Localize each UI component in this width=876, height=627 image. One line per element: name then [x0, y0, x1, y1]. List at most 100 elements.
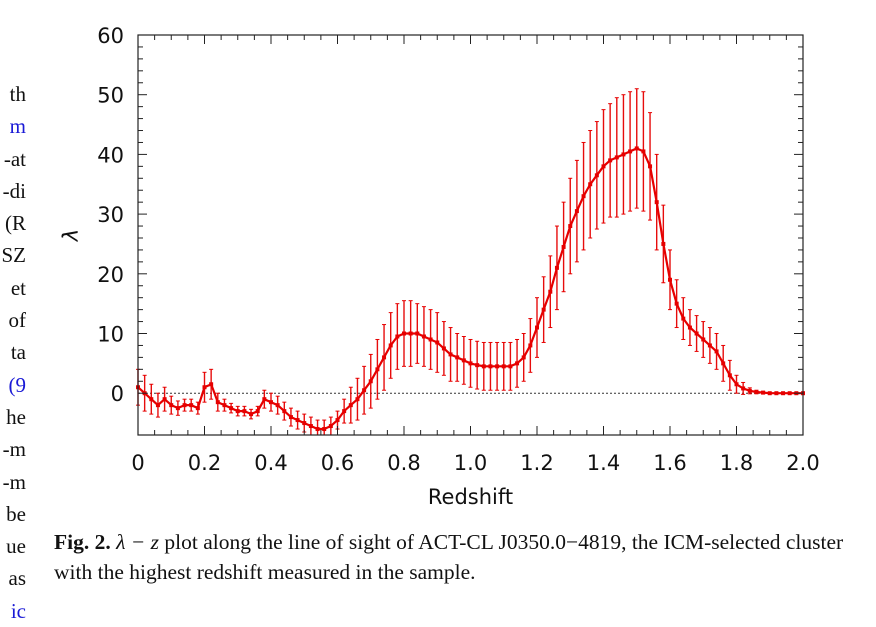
data-point: [781, 391, 786, 396]
data-point: [382, 355, 387, 360]
data-point: [468, 361, 473, 366]
data-point: [488, 364, 493, 369]
data-point: [528, 343, 533, 348]
data-point: [175, 406, 180, 411]
data-point: [189, 403, 194, 408]
data-point: [495, 364, 500, 369]
data-point: [648, 164, 653, 169]
left-text-line[interactable]: ic: [10, 598, 26, 623]
data-point: [741, 386, 746, 391]
x-tick-label: 1.2: [520, 451, 553, 475]
y-tick-label: 40: [97, 143, 124, 167]
left-text-line: R): [4, 211, 26, 236]
data-point: [754, 390, 759, 395]
data-point: [594, 173, 599, 178]
left-text-line: he: [6, 404, 26, 429]
data-point: [548, 289, 553, 294]
data-point: [694, 331, 699, 336]
data-point: [408, 331, 413, 336]
data-point: [222, 403, 227, 408]
data-point: [215, 400, 220, 405]
data-point: [402, 331, 406, 336]
data-point: [249, 412, 254, 417]
data-point: [308, 424, 313, 429]
caption-label: Fig. 2.: [54, 530, 111, 554]
x-tick-label: 0.8: [387, 451, 420, 475]
left-text-line: th: [9, 82, 26, 106]
data-point: [641, 149, 646, 154]
data-point: [162, 397, 167, 402]
data-point: [508, 364, 513, 369]
data-point: [302, 421, 307, 426]
left-text-line: of: [8, 308, 27, 333]
data-point: [515, 361, 520, 366]
data-point: [441, 346, 446, 351]
left-text-line: et: [10, 275, 26, 300]
data-point: [322, 427, 327, 432]
left-text-line: at-: [3, 146, 26, 171]
data-point: [255, 409, 260, 414]
data-point: [747, 388, 752, 393]
y-tick-label: 10: [97, 323, 124, 347]
x-tick-label: 0.6: [321, 451, 354, 475]
data-point: [554, 265, 559, 270]
data-point: [535, 325, 539, 330]
y-axis-title: λ: [59, 229, 83, 242]
data-point: [202, 385, 207, 390]
y-tick-label: 0: [111, 382, 124, 406]
axis-ticks: [137, 34, 804, 435]
data-point: [681, 316, 686, 321]
data-point: [687, 325, 692, 330]
left-text-line[interactable]: 9): [8, 372, 27, 397]
figure-caption: Fig. 2. λ − z plot along the line of sig…: [54, 527, 854, 587]
data-point: [707, 343, 712, 348]
data-point: [634, 146, 639, 151]
data-point: [628, 149, 633, 154]
data-point: [774, 391, 779, 396]
x-axis-title: Redshift: [428, 485, 513, 509]
data-point: [182, 403, 187, 408]
data-point: [368, 379, 373, 384]
data-point: [149, 397, 154, 402]
data-point: [209, 382, 214, 387]
data-point: [235, 409, 240, 414]
left-text-line: di-: [2, 178, 26, 203]
data-point: [428, 337, 433, 342]
data-point: [169, 403, 174, 408]
x-tick-label: 0: [131, 451, 144, 475]
data-point: [734, 382, 739, 387]
data-point: [448, 352, 453, 357]
data-point: [701, 337, 706, 342]
data-point: [455, 355, 460, 360]
x-tick-label: 1.4: [587, 451, 620, 475]
left-text-line: SZ: [1, 243, 26, 268]
data-point: [348, 403, 353, 408]
lambda-redshift-chart: 0 0.2 0.4 0.6 0.8 1.0 1.2 1.4 1.6 1.8 2.0 0 10 20 30 4…: [59, 24, 820, 509]
data-point: [415, 331, 420, 336]
data-point: [475, 363, 480, 368]
data-points: [136, 146, 805, 432]
data-point: [674, 301, 679, 306]
data-point: [195, 406, 200, 411]
data-point: [727, 373, 732, 378]
x-tick-label: 0.2: [188, 451, 221, 475]
y-tick-labels: 0 10 20 30 40 50 60: [97, 24, 124, 406]
data-point: [315, 427, 320, 432]
x-tick-label: 2.0: [786, 451, 819, 475]
data-point: [654, 200, 659, 205]
data-point: [282, 409, 287, 414]
y-tick-label: 60: [97, 24, 124, 48]
x-tick-labels: 0 0.2 0.4 0.6 0.8 1.0 1.2 1.4 1.6 1.8 2.0: [131, 451, 819, 475]
data-point: [269, 400, 273, 405]
data-point: [787, 391, 792, 396]
data-point: [362, 388, 367, 393]
data-point: [568, 224, 573, 229]
left-text-line[interactable]: m: [9, 114, 26, 139]
data-point: [521, 355, 526, 360]
data-point: [275, 403, 280, 408]
data-point: [388, 343, 393, 348]
data-point: [661, 241, 666, 246]
data-point: [435, 340, 440, 345]
data-point: [395, 334, 400, 339]
data-point: [229, 406, 234, 411]
